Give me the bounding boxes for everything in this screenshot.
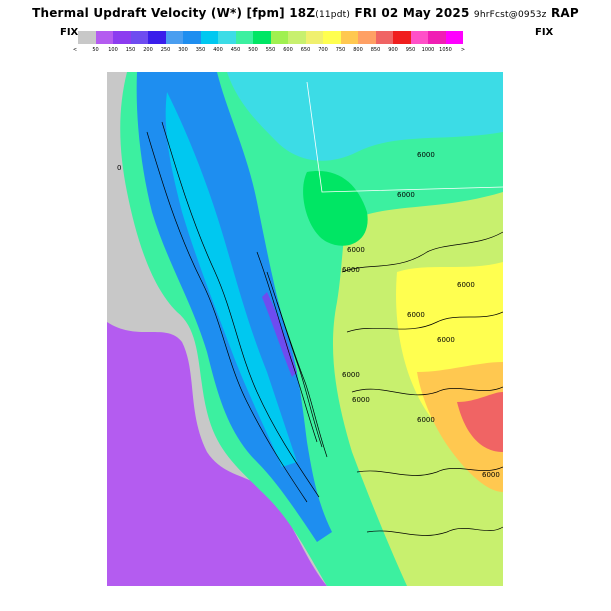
scale-tick-label: 450 bbox=[230, 47, 241, 53]
scale-swatch bbox=[375, 31, 393, 44]
color-scale-bar bbox=[78, 31, 463, 44]
scale-swatch bbox=[358, 31, 376, 44]
scale-tick-label: 1050 bbox=[439, 47, 452, 53]
contour-label: 6000 bbox=[417, 416, 435, 424]
scale-tick-label: 400 bbox=[213, 47, 223, 53]
contour-label: 6000 bbox=[342, 371, 360, 379]
fix-right-label: FIX bbox=[535, 27, 554, 38]
scale-swatch bbox=[323, 31, 341, 44]
scale-right-arrow: > bbox=[460, 47, 466, 53]
scale-tick-label: 550 bbox=[265, 47, 276, 53]
contour-line bbox=[351, 386, 503, 396]
scale-tick-label: 700 bbox=[318, 47, 328, 53]
region-north-green bbox=[303, 171, 368, 246]
scale-tick-label: 500 bbox=[248, 47, 258, 53]
scale-swatch bbox=[428, 31, 446, 44]
title-model: RAP bbox=[550, 6, 579, 20]
contour-line bbox=[366, 526, 503, 536]
region-north-teal bbox=[227, 72, 503, 161]
region-sierra-purple bbox=[262, 292, 297, 377]
scale-tick-label: 300 bbox=[178, 47, 188, 53]
map-canvas: 6000 6000 6000 6000 6000 6000 6000 6000 6000 6000… bbox=[107, 72, 503, 586]
scale-swatch bbox=[113, 31, 131, 44]
scale-tick-label: 250 bbox=[160, 47, 171, 53]
thermal-map: 6000 6000 6000 6000 6000 6000 6000 6000 6000 6000… bbox=[107, 72, 503, 586]
contour-label: 6000 bbox=[482, 471, 500, 479]
scale-swatch bbox=[218, 31, 236, 44]
scale-swatch bbox=[270, 31, 288, 44]
scale-swatch bbox=[200, 31, 218, 44]
scale-tick-label: 900 bbox=[388, 47, 398, 53]
contour-lines bbox=[146, 121, 503, 536]
scale-swatch bbox=[445, 31, 463, 44]
title-forecast: 9hrFcst@0953z bbox=[473, 10, 547, 20]
contour-line bbox=[161, 121, 320, 498]
contour-label: 6000 bbox=[457, 281, 475, 289]
scale-swatch bbox=[393, 31, 411, 44]
scale-tick-label: 850 bbox=[370, 47, 381, 53]
fix-left-label: FIX bbox=[60, 27, 79, 38]
contour-label-group: 6000 6000 6000 6000 6000 6000 6000 6000 6000 6000… bbox=[117, 151, 500, 479]
region-east-orange bbox=[417, 362, 503, 492]
scale-swatch bbox=[340, 31, 358, 44]
scale-swatch bbox=[305, 31, 323, 44]
contour-line bbox=[356, 466, 503, 476]
contour-line bbox=[341, 231, 503, 273]
chart-title: Thermal Updraft Velocity (W*) [fpm] 18Z(… bbox=[0, 6, 611, 20]
scale-tick-label: 800 bbox=[353, 47, 363, 53]
contour-label: 0 bbox=[117, 164, 121, 172]
scale-swatch bbox=[95, 31, 113, 44]
contour-label: 6000 bbox=[342, 266, 360, 274]
region-low-purple bbox=[107, 322, 327, 586]
title-main: Thermal Updraft Velocity (W*) [fpm] 18Z bbox=[32, 6, 316, 20]
region-east-red bbox=[457, 392, 503, 452]
scale-swatch bbox=[78, 31, 96, 44]
contour-label: 6000 bbox=[417, 151, 435, 159]
scale-tick-label: 650 bbox=[300, 47, 311, 53]
scale-swatch bbox=[148, 31, 166, 44]
scale-swatch bbox=[288, 31, 306, 44]
scale-swatch bbox=[130, 31, 148, 44]
scale-tick-label: 750 bbox=[335, 47, 346, 53]
color-scale-ticks: <50 100 150 200 250 300 350 400 450 500 550 600 650 7… bbox=[70, 47, 540, 57]
contour-label: 6000 bbox=[352, 396, 370, 404]
scale-tick-label: 150 bbox=[125, 47, 136, 53]
scale-tick-label: 600 bbox=[283, 47, 293, 53]
scale-swatch bbox=[235, 31, 253, 44]
scale-tick-label: 200 bbox=[143, 47, 153, 53]
contour-line bbox=[256, 251, 318, 443]
contour-label: 6000 bbox=[437, 336, 455, 344]
contour-line bbox=[146, 131, 308, 503]
contour-line bbox=[346, 311, 503, 333]
scale-tick-label: 100 bbox=[108, 47, 118, 53]
scale-swatch bbox=[165, 31, 183, 44]
contour-label: 6000 bbox=[407, 311, 425, 319]
contour-label: 6000 bbox=[397, 191, 415, 199]
state-boundary bbox=[306, 81, 503, 193]
contour-line bbox=[276, 301, 328, 458]
scale-tick-label: 50 bbox=[92, 47, 99, 53]
scale-swatch bbox=[410, 31, 428, 44]
contour-label: 6000 bbox=[347, 246, 365, 254]
scale-left-arrow: < bbox=[72, 47, 78, 53]
title-pdt: (11pdt) bbox=[315, 10, 351, 20]
scale-swatch bbox=[183, 31, 201, 44]
scale-swatch bbox=[253, 31, 271, 44]
region-valley-cyan bbox=[165, 92, 297, 467]
contour-line bbox=[266, 271, 323, 448]
scale-tick-label: 350 bbox=[195, 47, 206, 53]
title-date: FRI 02 May 2025 bbox=[354, 6, 470, 20]
scale-tick-label: 1000 bbox=[421, 47, 435, 53]
scale-tick-label: 950 bbox=[405, 47, 416, 53]
